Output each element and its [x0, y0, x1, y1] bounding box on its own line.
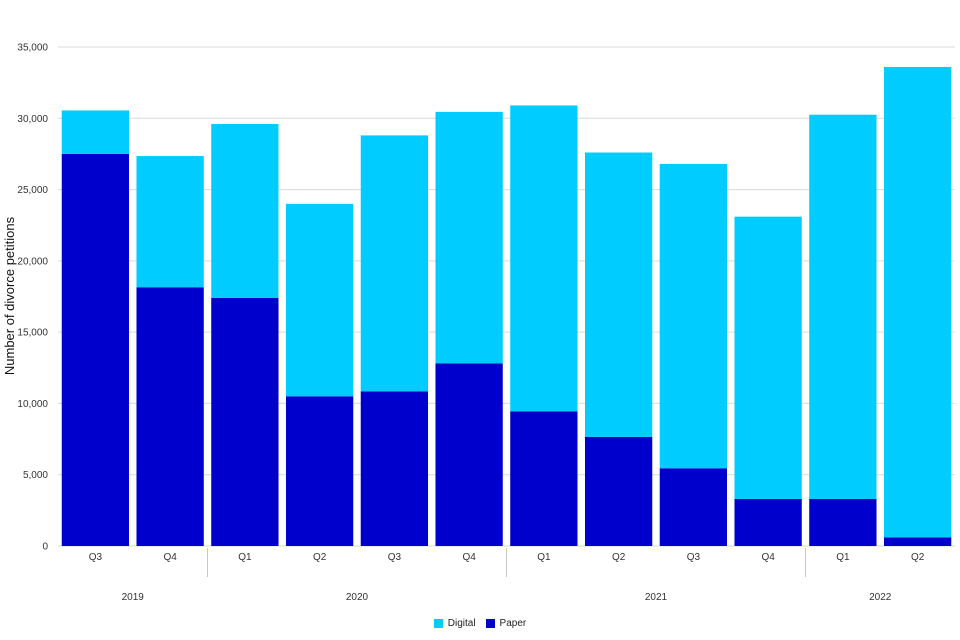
- x-group-label: 2022: [869, 592, 892, 603]
- y-tick-label: 30,000: [17, 114, 48, 125]
- x-tick-label: Q2: [612, 552, 626, 563]
- bar-digital[interactable]: [285, 203, 354, 397]
- x-group-label: 2020: [346, 592, 369, 603]
- bar-paper[interactable]: [211, 297, 279, 546]
- x-tick-label: Q3: [687, 552, 701, 563]
- bar-paper[interactable]: [809, 498, 877, 546]
- y-axis-label: Number of divorce petitions: [2, 216, 17, 375]
- legend: Digital Paper: [0, 618, 960, 629]
- bar-paper[interactable]: [883, 537, 952, 546]
- legend-label-paper: Paper: [499, 618, 527, 629]
- bars: [61, 66, 952, 546]
- x-group-label: 2019: [122, 592, 145, 603]
- bar-paper[interactable]: [584, 436, 653, 546]
- x-tick-label: Q3: [388, 552, 402, 563]
- bar-digital[interactable]: [136, 156, 204, 288]
- bar-paper[interactable]: [285, 396, 354, 546]
- bar-paper[interactable]: [136, 287, 204, 546]
- bar-paper[interactable]: [435, 363, 503, 546]
- bar-digital[interactable]: [360, 135, 429, 392]
- x-axis-tick-labels: Q3 Q4 Q1 Q2 Q3 Q4 Q1 Q2 Q3 Q4 Q1 Q2 2019 2020 2021 2022: [89, 548, 925, 603]
- y-tick-label: 20,000: [17, 256, 48, 267]
- bar-digital[interactable]: [61, 110, 130, 154]
- bar-digital[interactable]: [809, 114, 877, 499]
- x-tick-label: Q4: [462, 552, 476, 563]
- x-tick-label: Q1: [836, 552, 850, 563]
- x-tick-label: Q4: [163, 552, 177, 563]
- legend-swatch-digital: [433, 619, 443, 628]
- x-tick-label: Q1: [238, 552, 252, 563]
- legend-item-paper[interactable]: Paper: [485, 618, 527, 629]
- x-tick-label: Q1: [537, 552, 551, 563]
- bar-paper[interactable]: [510, 411, 578, 546]
- x-tick-label: Q2: [911, 552, 925, 563]
- legend-item-digital[interactable]: Digital: [433, 618, 476, 629]
- bar-digital[interactable]: [659, 163, 728, 469]
- y-tick-label: 10,000: [17, 399, 48, 410]
- bar-paper[interactable]: [360, 391, 429, 546]
- x-tick-label: Q3: [89, 552, 103, 563]
- y-tick-label: 35,000: [17, 43, 48, 54]
- y-tick-label: 15,000: [17, 328, 48, 339]
- bar-digital[interactable]: [584, 152, 653, 437]
- y-tick-label: 0: [42, 542, 48, 553]
- bar-paper[interactable]: [659, 468, 728, 546]
- bar-digital[interactable]: [435, 111, 503, 364]
- bar-digital[interactable]: [883, 66, 952, 538]
- bar-digital[interactable]: [734, 216, 802, 499]
- x-tick-label: Q4: [761, 552, 775, 563]
- x-group-label: 2021: [645, 592, 668, 603]
- bar-digital[interactable]: [510, 105, 578, 412]
- y-axis-tick-labels: 0 5,000 10,000 15,000 20,000 25,000 30,000 35,0…: [17, 43, 48, 553]
- y-tick-label: 25,000: [17, 185, 48, 196]
- bar-paper[interactable]: [61, 153, 130, 546]
- x-tick-label: Q2: [313, 552, 327, 563]
- legend-label-digital: Digital: [447, 618, 476, 629]
- bar-paper[interactable]: [734, 498, 802, 546]
- gridlines: [58, 46, 955, 547]
- legend-swatch-paper: [485, 619, 495, 628]
- bar-digital[interactable]: [211, 123, 279, 298]
- y-tick-label: 5,000: [23, 470, 48, 481]
